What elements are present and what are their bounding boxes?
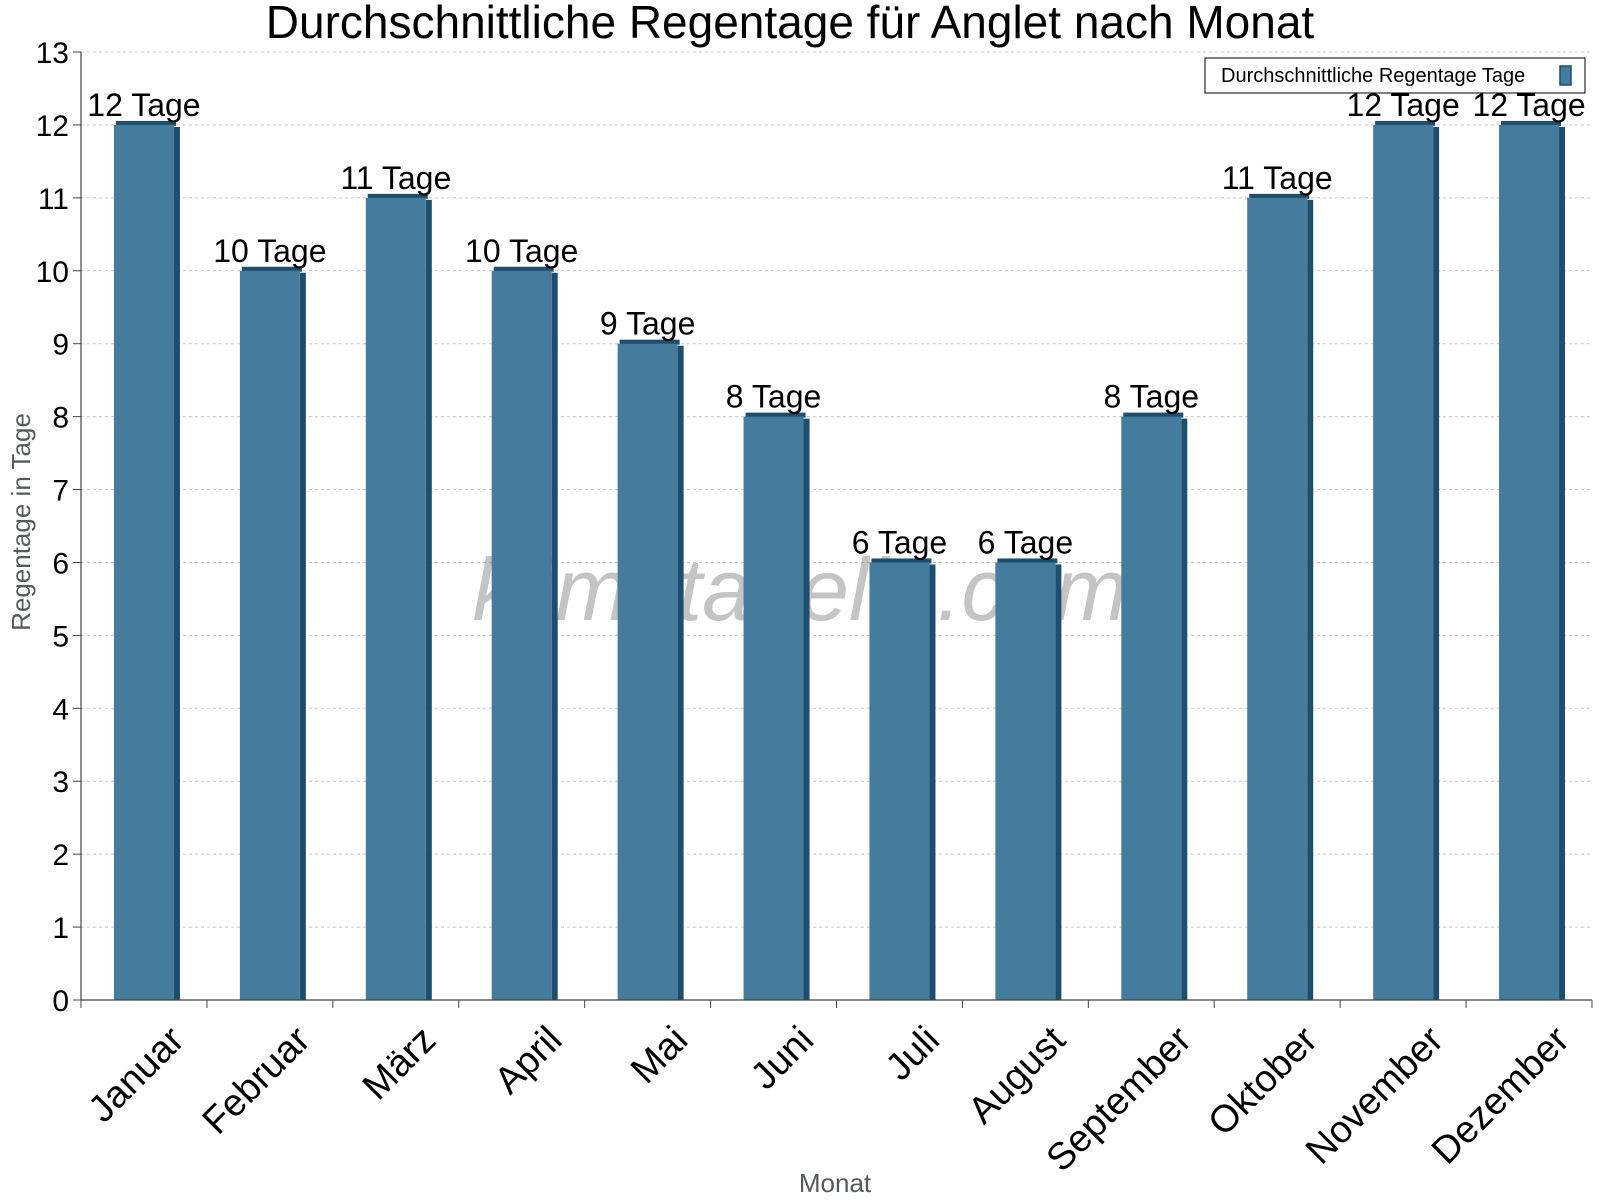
bar-september	[1121, 412, 1188, 1001]
bar-april	[491, 266, 558, 1000]
data-label: 12 Tage	[87, 87, 200, 123]
bar-top	[115, 120, 176, 126]
x-tick-label: Mai	[623, 1019, 696, 1092]
bar-side	[1559, 126, 1566, 1000]
bar-januar	[113, 120, 180, 1000]
bars	[113, 120, 1566, 1001]
bar-top	[1123, 412, 1184, 418]
legend: Durchschnittliche Regentage Tage	[1204, 57, 1586, 94]
bar-side	[929, 564, 936, 1000]
data-label: 11 Tage	[1222, 160, 1333, 196]
data-label: 6 Tage	[852, 524, 948, 560]
data-label: 6 Tage	[978, 524, 1074, 560]
bar-side	[1055, 564, 1062, 1000]
y-tick-label: 8	[52, 402, 69, 435]
y-tick-label: 13	[36, 37, 69, 70]
data-label: 8 Tage	[1104, 379, 1200, 415]
x-tick-label: April	[487, 1019, 570, 1102]
bar	[1247, 197, 1308, 1000]
bar-top	[241, 266, 302, 272]
bar-top	[367, 193, 428, 199]
legend-swatch	[1559, 65, 1572, 86]
bar	[1499, 124, 1560, 1000]
bar-side	[173, 126, 180, 1000]
bar-mai	[617, 339, 684, 1000]
bar-top	[1501, 120, 1562, 126]
bar-side	[1433, 126, 1440, 1000]
bar-juni	[743, 412, 810, 1001]
bar	[113, 124, 174, 1000]
y-tick-label: 1	[52, 912, 69, 945]
bar-dezember	[1499, 120, 1566, 1000]
x-tick-label: Oktober	[1200, 1019, 1326, 1145]
bar-side	[551, 272, 558, 1000]
data-label: 11 Tage	[340, 160, 451, 196]
x-tick-label: Dezember	[1424, 1019, 1578, 1173]
x-axis-ticks: Januar Februar März April Mai Juni Juli AugustS…	[81, 1019, 1578, 1180]
bar-side	[1307, 199, 1314, 1000]
data-label: 10 Tage	[213, 233, 326, 269]
bar-oktober	[1247, 193, 1314, 1000]
bar-top	[871, 558, 932, 564]
x-tick-label: August	[961, 1019, 1075, 1133]
legend-label: Durchschnittliche Regentage Tage	[1221, 65, 1525, 87]
bar-top	[745, 412, 806, 418]
bar	[365, 197, 426, 1000]
bar-top	[997, 558, 1058, 564]
data-label: 9 Tage	[600, 306, 696, 342]
x-tick-label: Juli	[878, 1019, 948, 1089]
y-tick-label: 4	[52, 693, 69, 726]
bar-side	[425, 199, 432, 1000]
bar-top	[1375, 120, 1436, 126]
bar	[1373, 124, 1434, 1000]
bar-märz	[365, 193, 432, 1000]
bar-juli	[869, 558, 936, 1000]
data-labels: 12 Tage 10 Tage 11 Tage 10 Tage 9 Tage 8 Tage…	[87, 87, 1585, 561]
bar	[239, 270, 300, 1000]
x-tick-label: Januar	[81, 1019, 193, 1131]
bar	[869, 562, 930, 1000]
bar	[1121, 416, 1182, 1001]
x-tick-label: Juni	[743, 1019, 822, 1098]
y-tick-label: 6	[52, 547, 69, 580]
bar-top	[1249, 193, 1310, 199]
x-tick-label: November	[1298, 1019, 1452, 1173]
gridlines	[81, 51, 1592, 928]
chart-title: Durchschnittliche Regentage für Anglet n…	[266, 0, 1315, 48]
bar	[491, 270, 552, 1000]
x-axis-label: Monat	[799, 1168, 872, 1198]
bar-top	[493, 266, 554, 272]
y-tick-label: 7	[52, 475, 69, 508]
data-label: 10 Tage	[465, 233, 578, 269]
y-tick-label: 0	[52, 985, 69, 1018]
bar	[743, 416, 804, 1001]
y-tick-label: 3	[52, 766, 69, 799]
axes	[80, 52, 1593, 1008]
y-tick-label: 11	[38, 183, 69, 216]
bar-august	[995, 558, 1062, 1000]
data-label: 8 Tage	[726, 379, 822, 415]
bar	[995, 562, 1056, 1000]
y-tick-label: 5	[52, 620, 69, 653]
y-tick-label: 2	[52, 839, 69, 872]
x-tick-label: März	[355, 1019, 444, 1108]
y-axis-label: Regentage in Tage	[6, 413, 36, 631]
bar-februar	[239, 266, 306, 1000]
legend-box	[1204, 57, 1586, 94]
bar-side	[299, 272, 306, 1000]
y-tick-label: 10	[36, 256, 69, 289]
bar-november	[1373, 120, 1440, 1000]
y-tick-label: 12	[36, 110, 69, 143]
bar	[617, 343, 678, 1000]
bar-side	[677, 345, 684, 1000]
bar-side	[803, 418, 810, 1001]
x-tick-label: Februar	[195, 1019, 319, 1143]
y-tick-label: 9	[52, 329, 69, 362]
bar-side	[1181, 418, 1188, 1001]
bar-top	[619, 339, 680, 345]
